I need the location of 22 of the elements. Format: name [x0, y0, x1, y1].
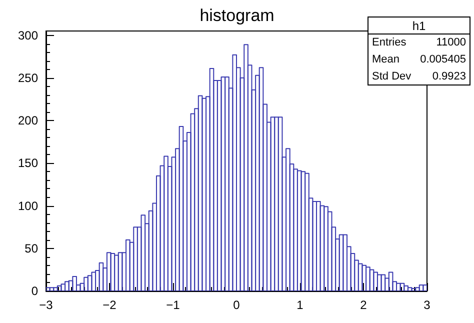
annotation: 0.005405 — [420, 54, 466, 66]
x-tick-label: 2 — [360, 298, 368, 312]
y-tick-label: 100 — [18, 198, 38, 213]
x-tick-label: 1 — [296, 298, 304, 312]
annotation: Entries — [372, 36, 407, 48]
y-tick-label: 250 — [18, 70, 38, 85]
y-tick-label: 150 — [18, 156, 38, 170]
annotation: Mean — [372, 54, 400, 66]
x-tick-label: 0 — [233, 298, 240, 312]
y-tick-label: 300 — [18, 28, 38, 42]
text: 0.9923 — [432, 70, 466, 82]
x-tick-label: −2 — [102, 298, 117, 312]
annotation: Std Dev — [372, 70, 412, 82]
x-tick-label: 3 — [424, 298, 431, 312]
y-tick-label: 0 — [31, 284, 38, 298]
y-tick-label: 200 — [18, 114, 38, 128]
chart-title: histogram — [200, 6, 274, 25]
x-tick-label: −1 — [166, 298, 180, 312]
text: 11000 — [436, 36, 466, 48]
annotation: h1 — [412, 19, 426, 33]
x-tick-label: −3 — [39, 298, 54, 312]
y-tick-label: 50 — [24, 241, 38, 256]
